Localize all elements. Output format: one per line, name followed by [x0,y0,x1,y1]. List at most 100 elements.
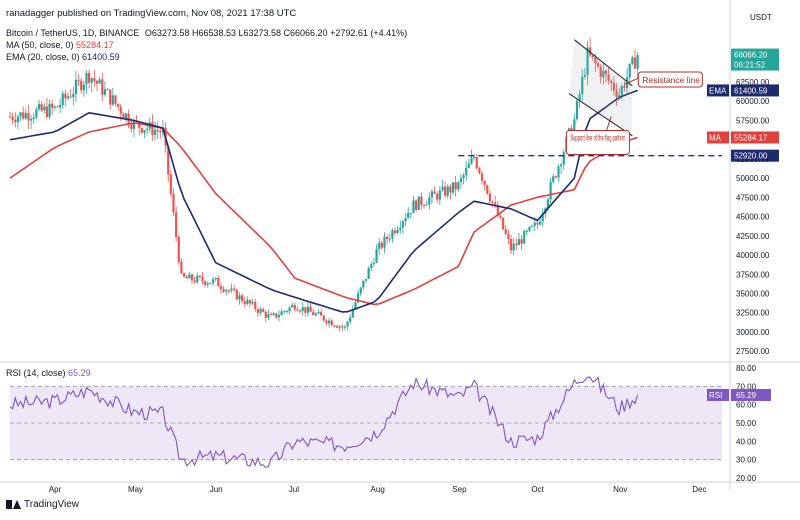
candle-body [473,157,476,159]
candle-body [507,234,510,240]
candle-body [61,93,64,105]
candle-body [77,79,80,81]
candle-body [531,225,534,227]
candle-body [117,103,120,107]
candle-body [111,95,114,105]
candle-body [246,299,249,304]
candle-body [552,176,555,182]
candle-body [238,295,241,300]
candle-body [359,287,362,294]
candle-body [333,325,336,327]
candle-body [288,307,291,312]
symbol-line: Bitcoin / TetherUS, 1D, BINANCE O63273.5… [6,28,407,38]
candle-body [478,168,481,174]
candle-body [217,278,220,287]
candle-body [90,78,93,83]
candle-body [536,222,539,225]
candle-body [103,89,107,95]
candle-body [306,306,310,313]
candle-body [457,182,460,190]
candle-body [538,221,542,225]
candle-body [554,176,557,178]
candle-body [153,129,157,135]
candle-body [296,309,299,311]
tradingview-brand[interactable]: TradingView [6,499,79,510]
price-tick-label: 30000.00 [736,328,770,337]
time-tick-label: May [128,485,143,494]
rsi-band [10,386,722,460]
brand-name: TradingView [24,499,80,510]
candle-body [364,278,368,281]
candle-body [272,313,275,315]
candle-body [172,193,175,213]
rsi-legend[interactable]: RSI (14, close) 65.29 [6,368,91,378]
price-tick-label: 42500.00 [736,232,770,241]
candle-body [459,178,463,183]
rsi-badge-value-bg [731,388,771,401]
candle-body [560,164,563,167]
candle-body [69,96,72,98]
candle-body [280,311,283,316]
candle-body [243,301,246,304]
ma-legend[interactable]: MA (50, close, 0) 55284.17 [6,40,114,50]
price-tick-label: 60000.00 [736,97,770,106]
candle-body [433,191,436,194]
candle-body [140,127,143,133]
candle-body [317,312,320,314]
candle-body [185,276,188,279]
candle-body [122,113,125,119]
candle-body [291,305,294,308]
candle-body [520,239,523,244]
ema20-line [9,89,638,313]
candle-body [267,314,270,318]
candle-body [525,230,528,232]
time-tick-label: Nov [613,485,627,494]
candle-body [159,131,162,133]
candle-body [428,197,431,205]
candle-body [45,106,49,117]
candle-body [633,57,637,69]
candle-body [591,55,594,58]
countdown-value: 06:21:52 [734,61,766,70]
candle-body [385,236,389,239]
candle-body [275,313,278,318]
candle-body [27,112,30,121]
candle-body [486,185,489,194]
candle-body [219,286,223,290]
candle-body [612,82,615,91]
candle-body [143,130,146,133]
candle-body [528,226,531,231]
candle-body [214,278,217,280]
badge-tag-label: MA [709,133,722,142]
candle-body [182,273,186,277]
candle-body [64,93,67,99]
candle-body [512,243,515,251]
price-tick-label: 40000.00 [736,251,770,260]
candle-body [399,227,402,230]
candle-body [48,103,51,117]
price-tick-label: 32500.00 [736,309,770,318]
candle-body [312,311,315,316]
ma-legend-value: 55284.17 [76,40,114,50]
badge-value-bg [731,149,779,162]
candle-body [59,104,62,108]
candle-body [93,78,96,81]
publisher-header: ranadagger published on TradingView.com,… [6,8,297,19]
candle-body [56,106,59,108]
price-tick-label: 47500.00 [736,193,770,202]
ema-legend[interactable]: EMA (20, close, 0) 61400.59 [6,52,120,62]
candle-body [35,109,38,118]
time-tick-label: Sep [452,485,467,494]
price-tick-label: 62500.00 [736,78,770,87]
candle-body [235,289,238,300]
candle-body [367,268,370,279]
candle-body [623,85,626,88]
price-tick-label: 45000.00 [736,213,770,222]
candle-body [175,212,178,237]
candle-body [438,190,441,200]
candle-body [51,103,54,108]
badge-tag-bg [707,84,729,97]
candle-body [523,231,526,244]
